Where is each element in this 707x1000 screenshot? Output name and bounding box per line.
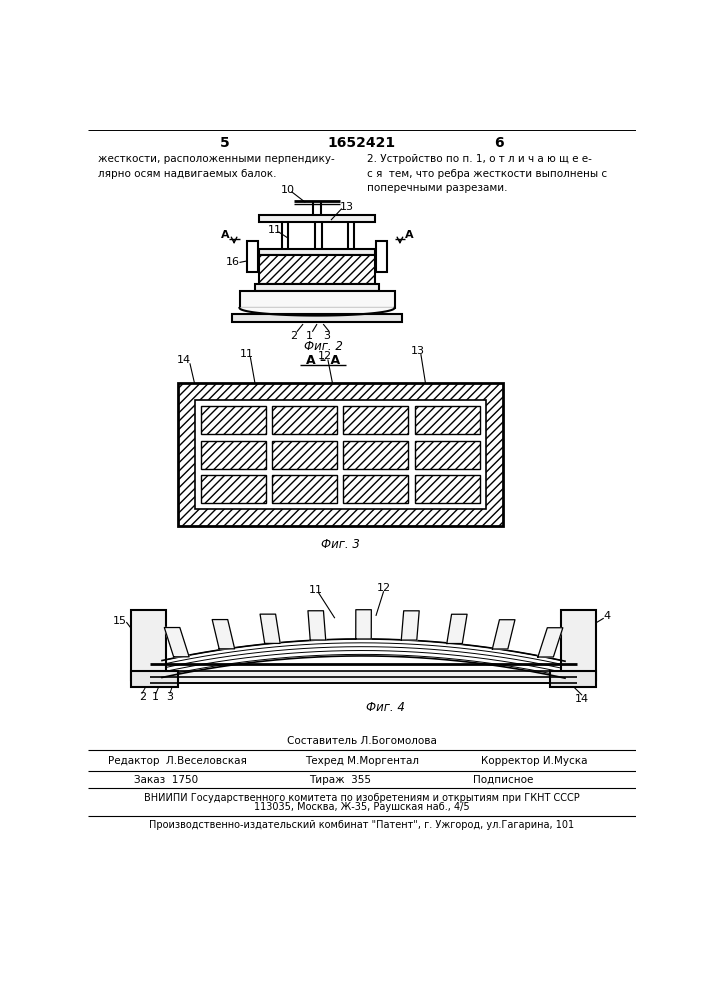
Bar — [240, 291, 395, 308]
Bar — [259, 249, 375, 255]
Bar — [255, 284, 379, 291]
Polygon shape — [260, 614, 280, 643]
Text: 2: 2 — [290, 331, 298, 341]
Bar — [131, 671, 177, 687]
Polygon shape — [538, 628, 563, 657]
Text: Фиг. 3: Фиг. 3 — [321, 538, 360, 551]
Bar — [259, 255, 375, 284]
Text: ВНИИПИ Государственного комитета по изобретениям и открытиям при ГКНТ СССР: ВНИИПИ Государственного комитета по изоб… — [144, 793, 580, 803]
Polygon shape — [356, 610, 371, 639]
Text: Тираж  355: Тираж 355 — [309, 775, 371, 785]
Text: 12: 12 — [377, 583, 391, 593]
Bar — [376, 241, 387, 272]
Bar — [201, 441, 266, 469]
Text: 3: 3 — [323, 331, 329, 341]
Bar — [272, 406, 337, 434]
Polygon shape — [212, 620, 235, 649]
Bar — [344, 441, 409, 469]
Bar — [272, 441, 337, 469]
Text: Фиг. 2: Фиг. 2 — [304, 340, 343, 353]
Text: 13: 13 — [339, 202, 354, 212]
Bar — [272, 475, 337, 503]
Text: 13: 13 — [411, 346, 425, 356]
Text: 4: 4 — [603, 611, 610, 621]
Text: А: А — [221, 230, 229, 240]
Bar — [549, 671, 596, 687]
Text: Техред М.Моргентал: Техред М.Моргентал — [305, 756, 419, 766]
Bar — [247, 241, 258, 272]
Text: Заказ  1750: Заказ 1750 — [134, 775, 198, 785]
Text: 11: 11 — [240, 349, 255, 359]
Text: 14: 14 — [575, 694, 589, 704]
Bar — [201, 475, 266, 503]
Text: 3: 3 — [166, 692, 173, 702]
Text: Составитель Л.Богомолова: Составитель Л.Богомолова — [287, 736, 437, 746]
Text: 14: 14 — [177, 355, 191, 365]
Text: 1: 1 — [305, 331, 312, 341]
Text: 2. Устройство по п. 1, о т л и ч а ю щ е е-
с я  тем, что ребра жесткости выполн: 2. Устройство по п. 1, о т л и ч а ю щ е… — [368, 154, 607, 193]
Polygon shape — [447, 614, 467, 644]
Bar — [232, 314, 402, 322]
Text: Фиг. 4: Фиг. 4 — [366, 701, 404, 714]
Text: 10: 10 — [281, 185, 295, 195]
Bar — [177, 383, 503, 526]
Bar — [194, 400, 486, 509]
Text: 16: 16 — [226, 257, 240, 267]
Text: 11: 11 — [267, 225, 281, 235]
Text: 113035, Москва, Ж-35, Раушская наб., 4/5: 113035, Москва, Ж-35, Раушская наб., 4/5 — [254, 802, 469, 812]
Polygon shape — [402, 611, 419, 640]
Text: Редактор  Л.Веселовская: Редактор Л.Веселовская — [108, 756, 247, 766]
Bar — [151, 671, 577, 683]
Bar — [414, 441, 480, 469]
Bar — [201, 406, 266, 434]
Bar — [344, 475, 409, 503]
Text: А: А — [405, 230, 414, 240]
Polygon shape — [164, 628, 189, 657]
Text: 15: 15 — [113, 615, 127, 626]
Polygon shape — [308, 611, 326, 640]
Bar — [344, 406, 409, 434]
Text: жесткости, расположенными перпендику-
лярно осям надвигаемых балок.: жесткости, расположенными перпендику- ля… — [98, 154, 334, 179]
Bar — [131, 610, 166, 680]
Bar — [414, 475, 480, 503]
Text: 1652421: 1652421 — [328, 136, 396, 150]
Text: 1: 1 — [152, 692, 159, 702]
Bar — [414, 406, 480, 434]
Text: 2: 2 — [139, 692, 146, 702]
Bar — [561, 610, 596, 680]
Text: Производственно-издательский комбинат "Патент", г. Ужгород, ул.Гагарина, 101: Производственно-издательский комбинат "П… — [149, 820, 575, 830]
Text: 12: 12 — [317, 351, 332, 361]
Text: 6: 6 — [494, 136, 504, 150]
Polygon shape — [240, 308, 395, 316]
Polygon shape — [492, 620, 515, 649]
Text: A – A: A – A — [306, 354, 340, 367]
Bar — [259, 215, 375, 222]
Text: Корректор И.Муска: Корректор И.Муска — [481, 756, 588, 766]
Text: Подписное: Подписное — [473, 775, 533, 785]
Text: 5: 5 — [220, 136, 230, 150]
Text: 11: 11 — [308, 585, 322, 595]
